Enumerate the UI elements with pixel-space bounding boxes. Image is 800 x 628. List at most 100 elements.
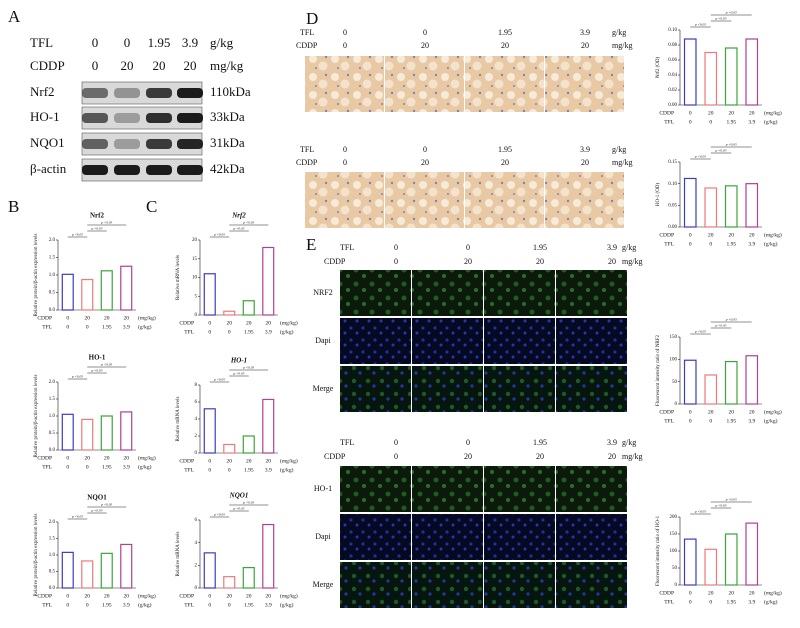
row-label: Dapi bbox=[315, 532, 331, 541]
band-name: NQO1 bbox=[30, 135, 65, 150]
x-row-value: 3.9 bbox=[265, 467, 272, 473]
x-row-value: 0 bbox=[66, 324, 69, 330]
blot-band bbox=[82, 88, 108, 98]
chart-title: HO-1 bbox=[89, 354, 106, 362]
x-row-unit: (mg/kg) bbox=[764, 231, 782, 238]
header-value: 20 bbox=[464, 452, 472, 461]
x-row-label: TFL bbox=[664, 119, 674, 125]
bar bbox=[745, 522, 759, 586]
bar bbox=[724, 185, 738, 228]
x-row-label: CDDP bbox=[37, 315, 52, 321]
ihc-image bbox=[545, 172, 624, 228]
x-row-value: 0 bbox=[689, 599, 692, 605]
header-unit: g/kg bbox=[622, 438, 636, 447]
significance-label: p <0.05 bbox=[71, 515, 83, 519]
x-row-value: 1.95 bbox=[244, 467, 254, 473]
row-label: Dapi bbox=[315, 336, 331, 345]
bar bbox=[223, 443, 236, 454]
if-image bbox=[484, 514, 555, 560]
panel-label: D bbox=[306, 9, 318, 28]
x-row-value: 20 bbox=[227, 458, 233, 464]
significance-label: p <0.05 bbox=[71, 233, 83, 237]
significance-label: p <0.05 bbox=[90, 369, 102, 373]
y-axis-label: Fluorescent intensity ratio of HO-1 bbox=[656, 515, 661, 586]
x-row-value: 0 bbox=[709, 241, 712, 247]
x-row-label: CDDP bbox=[659, 110, 674, 116]
y-tick-label: 4 bbox=[195, 541, 198, 546]
x-row-label: CDDP bbox=[37, 455, 52, 461]
x-row-unit: (mg/kg) bbox=[280, 592, 298, 599]
header-label: CDDP bbox=[324, 452, 346, 461]
y-axis-label: Relative mRNA levels bbox=[176, 255, 181, 300]
bar bbox=[81, 278, 94, 311]
x-row-label: TFL bbox=[184, 602, 194, 608]
if-image bbox=[340, 366, 411, 412]
header-value: 20 bbox=[581, 158, 589, 167]
header-value: 0 bbox=[394, 257, 398, 266]
x-row-value: 0 bbox=[66, 455, 69, 461]
y-tick-label: 50 bbox=[672, 380, 678, 385]
panel-label: E bbox=[306, 235, 316, 254]
y-tick-label: 0 bbox=[195, 313, 198, 318]
bar bbox=[262, 246, 275, 316]
x-row-value: 3.9 bbox=[748, 241, 755, 247]
if-image bbox=[340, 466, 411, 512]
y-tick-label: 0.08 bbox=[668, 43, 677, 48]
x-row-label: CDDP bbox=[659, 232, 674, 238]
x-row-value: 0 bbox=[689, 418, 692, 424]
bar bbox=[262, 523, 275, 589]
x-row-value: 1.95 bbox=[726, 599, 736, 605]
header-value: 3.9 bbox=[607, 438, 617, 447]
x-row-value: 20 bbox=[708, 110, 714, 116]
blot-band bbox=[82, 165, 108, 175]
x-row-value: 20 bbox=[124, 455, 130, 461]
x-row-value: 0 bbox=[689, 232, 692, 238]
x-row-unit: (g/kg) bbox=[764, 240, 778, 247]
if-image bbox=[412, 366, 483, 412]
significance-label: p <0.05 bbox=[725, 143, 737, 147]
y-tick-label: 1.5 bbox=[49, 537, 56, 542]
header-value: 1.95 bbox=[533, 243, 547, 252]
header-unit: g/kg bbox=[210, 35, 234, 50]
x-row-unit: (g/kg) bbox=[764, 417, 778, 424]
x-row-value: 1.95 bbox=[244, 329, 254, 335]
chart-title: Nrf2 bbox=[90, 212, 104, 220]
x-row-label: TFL bbox=[664, 241, 674, 247]
x-row-value: 0 bbox=[689, 119, 692, 125]
band-size: 33kDa bbox=[210, 109, 245, 124]
header-value: 1.95 bbox=[533, 438, 547, 447]
if-image bbox=[412, 318, 483, 364]
x-row-value: 0 bbox=[208, 602, 211, 608]
row-label: HO-1 bbox=[314, 484, 332, 493]
y-tick-label: 1.5 bbox=[49, 397, 56, 402]
x-row-unit: (g/kg) bbox=[138, 463, 152, 470]
significance-label: p <0.05 bbox=[725, 318, 737, 322]
y-tick-label: 5 bbox=[195, 294, 198, 299]
y-tick-label: 1.0 bbox=[49, 414, 56, 419]
header-label: TFL bbox=[340, 243, 354, 252]
band-name: β-actin bbox=[30, 161, 67, 176]
bar bbox=[683, 359, 697, 405]
band-name: HO-1 bbox=[30, 109, 60, 124]
y-tick-label: 0.10 bbox=[668, 28, 677, 33]
y-tick-label: 10 bbox=[192, 276, 198, 281]
blot-band bbox=[82, 139, 108, 149]
ihc-image bbox=[305, 56, 384, 112]
x-row-unit: (g/kg) bbox=[764, 118, 778, 125]
x-row-label: CDDP bbox=[179, 593, 194, 599]
if-image bbox=[412, 466, 483, 512]
y-tick-label: 20 bbox=[192, 238, 198, 243]
x-row-value: 0 bbox=[66, 315, 69, 321]
blot-band bbox=[146, 139, 172, 149]
if-image bbox=[340, 562, 411, 608]
x-row-unit: (mg/kg) bbox=[138, 592, 156, 599]
x-row-value: 20 bbox=[246, 458, 252, 464]
header-unit: mg/kg bbox=[622, 257, 642, 266]
header-label: TFL bbox=[300, 145, 314, 154]
header-value: 0 bbox=[423, 28, 427, 37]
band-name: Nrf2 bbox=[30, 84, 55, 99]
x-row-value: 20 bbox=[104, 593, 110, 599]
if-image bbox=[556, 270, 627, 316]
x-row-value: 20 bbox=[729, 590, 735, 596]
header-label: TFL bbox=[30, 35, 53, 50]
